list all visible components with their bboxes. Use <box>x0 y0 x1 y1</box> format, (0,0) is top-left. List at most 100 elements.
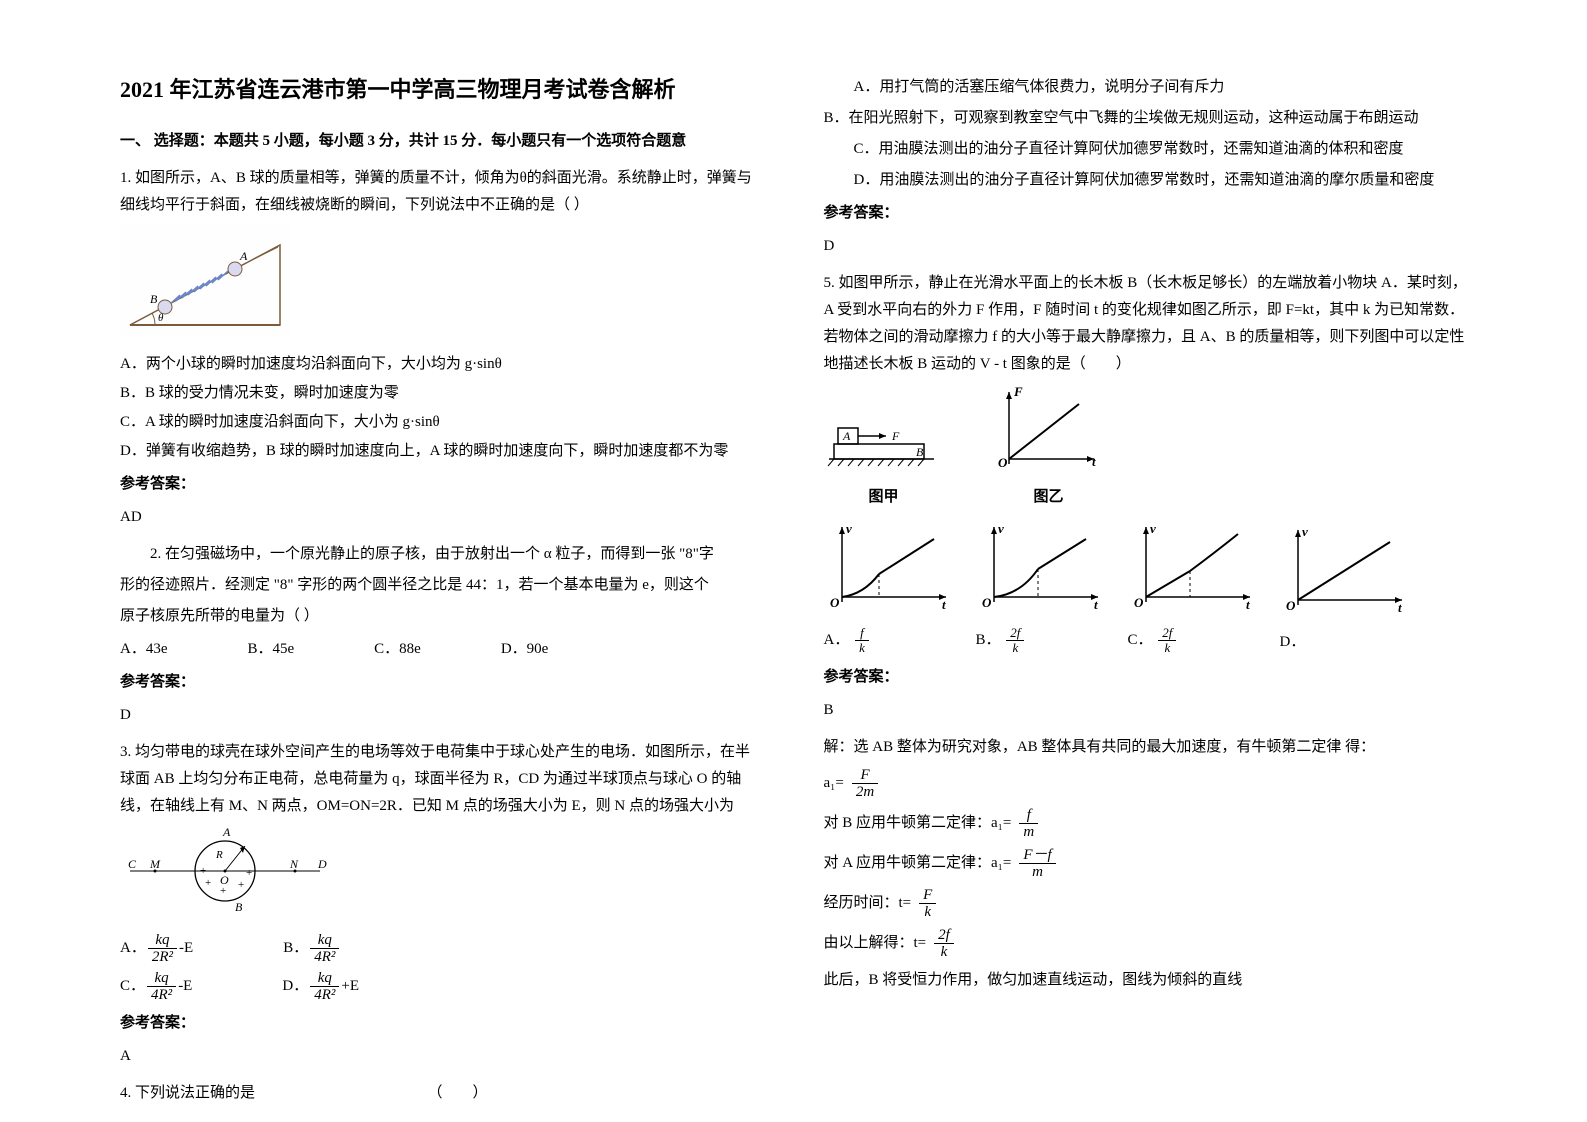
q5-exp2-pre: a₁= <box>824 770 844 797</box>
q3-diagram: A R C M O N D + + + + + B <box>120 826 764 926</box>
q1-answer: AD <box>120 504 764 531</box>
q4-opt-c: C．用油膜法测出的油分子直径计算阿伏加德罗常数时，还需知道油滴的体积和密度 <box>824 136 1468 163</box>
q1-answer-label: 参考答案： <box>120 471 764 498</box>
q4-answer-label: 参考答案： <box>824 200 1468 227</box>
q5-opt-c-label: C． <box>1128 632 1153 648</box>
q5-fig-jia: A F B 图甲 <box>824 414 944 511</box>
q5-fig-yi: F t O 图乙 <box>994 384 1104 511</box>
q5-opt-a-label: A． <box>824 632 850 648</box>
q5-exp7: 此后，B 将受恒力作用，做匀加速直线运动，图线为倾斜的直线 <box>824 967 1468 994</box>
q5-b-frac-num: 2f <box>1006 626 1024 641</box>
q3-d-num: kq <box>310 970 339 988</box>
q5-fig-yi-label: 图乙 <box>994 484 1104 511</box>
q5-exp3-num: f <box>1019 807 1038 825</box>
q4-answer: D <box>824 233 1468 260</box>
svg-text:+: + <box>200 865 206 877</box>
q2-answer: D <box>120 702 764 729</box>
q1-opt-b: B．B 球的受力情况未变，瞬时加速度为零 <box>120 380 764 407</box>
q3-opt-b-label: B． <box>283 935 308 962</box>
q5-exp5-num: F <box>919 887 936 905</box>
svg-text:O: O <box>1286 598 1296 613</box>
q3-c-suffix: -E <box>178 973 192 1000</box>
q2-opt-a: A．43e <box>120 636 168 663</box>
svg-text:O: O <box>982 595 992 610</box>
exam-title: 2021 年江苏省连云港市第一中学高三物理月考试卷含解析 <box>120 70 764 110</box>
q3-d-suffix: +E <box>341 973 359 1000</box>
svg-text:t: t <box>1094 597 1098 612</box>
q3-c-num: kq <box>147 970 176 988</box>
svg-text:t: t <box>942 597 946 612</box>
q5-exp4-num: F－f <box>1019 847 1055 865</box>
q5-c-frac-num: 2f <box>1158 626 1176 641</box>
q5-exp5-pre: 经历时间：t= <box>824 890 912 917</box>
q1-opt-d: D．弹簧有收缩趋势，B 球的瞬时加速度向上，A 球的瞬时加速度向下，瞬时加速度都… <box>120 438 764 465</box>
svg-text:v: v <box>1150 521 1156 536</box>
q5-c-frac-den: k <box>1158 641 1176 655</box>
q5-exp6-num: 2f <box>934 927 954 945</box>
q5-exp2-den: 2m <box>852 784 878 801</box>
q3-d-den: 4R² <box>310 987 339 1004</box>
svg-text:θ: θ <box>158 312 164 324</box>
svg-text:C: C <box>128 857 137 871</box>
q5-option-graphs: v t O A． fk v <box>824 519 1468 656</box>
svg-text:M: M <box>149 857 161 871</box>
q5-exp6-den: k <box>934 944 954 961</box>
q2-answer-label: 参考答案： <box>120 669 764 696</box>
svg-text:O: O <box>998 455 1008 470</box>
svg-text:+: + <box>220 885 226 897</box>
q5-answer: B <box>824 697 1468 724</box>
q4-opt-a: A．用打气筒的活塞压缩气体很费力，说明分子间有斥力 <box>824 74 1468 101</box>
q5-exp2-num: F <box>852 767 878 785</box>
svg-text:O: O <box>830 595 840 610</box>
q5-exp3-pre: 对 B 应用牛顿第二定律：a₁= <box>824 810 1012 837</box>
svg-text:+: + <box>246 867 252 879</box>
q5-exp5-den: k <box>919 904 936 921</box>
q4-opt-b: B．在阳光照射下，可观察到教室空气中飞舞的尘埃做无规则运动，这种运动属于布朗运动 <box>824 105 1468 132</box>
q5-exp4-den: m <box>1019 864 1055 881</box>
q5-stem: 5. 如图甲所示，静止在光滑水平面上的长木板 B（长木板足够长）的左端放着小物块… <box>824 270 1468 378</box>
q3-b-den: 4R² <box>310 949 339 966</box>
svg-text:A: A <box>842 429 851 443</box>
q3-answer-label: 参考答案： <box>120 1010 764 1037</box>
q1-stem: 1. 如图所示，A、B 球的质量相等，弹簧的质量不计，倾角为θ的斜面光滑。系统静… <box>120 165 764 219</box>
svg-text:O: O <box>1134 595 1144 610</box>
svg-text:t: t <box>1246 597 1250 612</box>
q3-stem: 3. 均匀带电的球壳在球外空间产生的电场等效于电荷集中于球心处产生的电场．如图所… <box>120 739 764 820</box>
svg-text:A: A <box>222 826 231 839</box>
q5-opt-b-label: B． <box>976 632 1001 648</box>
q1-opt-a: A．两个小球的瞬时加速度均沿斜面向下，大小均为 g·sinθ <box>120 351 764 378</box>
q3-opt-c-label: C． <box>120 973 145 1000</box>
q3-a-num: kq <box>148 932 177 950</box>
q5-fig-jia-label: 图甲 <box>824 484 944 511</box>
q2-stem-line3: 原子核原先所带的电量为（ ） <box>120 603 764 630</box>
svg-text:B: B <box>916 445 924 459</box>
q5-exp1: 解：选 AB 整体为研究对象，AB 整体具有共同的最大加速度，有牛顿第二定律 得… <box>824 734 1468 761</box>
q3-answer: A <box>120 1043 764 1070</box>
svg-text:v: v <box>846 521 852 536</box>
q5-opt-d-label: D． <box>1280 634 1306 650</box>
q5-b-frac-den: k <box>1006 641 1024 655</box>
q5-a-frac-den: k <box>855 641 869 655</box>
section-header: 一、 选择题：本题共 5 小题，每小题 3 分，共计 15 分．每小题只有一个选… <box>120 128 764 155</box>
q5-a-frac-num: f <box>855 626 869 641</box>
q5-exp6-pre: 由以上解得：t= <box>824 930 927 957</box>
q5-exp3-den: m <box>1019 824 1038 841</box>
svg-text:+: + <box>205 877 211 889</box>
svg-text:F: F <box>891 429 900 443</box>
q1-diagram: B A θ <box>120 225 764 345</box>
svg-text:N: N <box>289 857 299 871</box>
q1-opt-c: C．A 球的瞬时加速度沿斜面向下，大小为 g·sinθ <box>120 409 764 436</box>
q2-stem-line2: 形的径迹照片．经测定 "8" 字形的两个圆半径之比是 44：1，若一个基本电量为… <box>120 572 764 599</box>
q3-a-suffix: -E <box>179 935 193 962</box>
q3-a-den: 2R² <box>148 949 177 966</box>
svg-text:B: B <box>235 900 243 914</box>
q3-b-num: kq <box>310 932 339 950</box>
q4-opt-d: D．用油膜法测出的油分子直径计算阿伏加德罗常数时，还需知道油滴的摩尔质量和密度 <box>824 167 1468 194</box>
svg-text:v: v <box>998 521 1004 536</box>
q3-c-den: 4R² <box>147 987 176 1004</box>
q5-answer-label: 参考答案： <box>824 664 1468 691</box>
svg-text:A: A <box>239 249 248 263</box>
q2-stem-line1: 2. 在匀强磁场中，一个原光静止的原子核，由于放射出一个 α 粒子，而得到一张 … <box>120 541 764 568</box>
svg-text:R: R <box>215 849 223 861</box>
q3-opt-d-label: D． <box>282 973 308 1000</box>
